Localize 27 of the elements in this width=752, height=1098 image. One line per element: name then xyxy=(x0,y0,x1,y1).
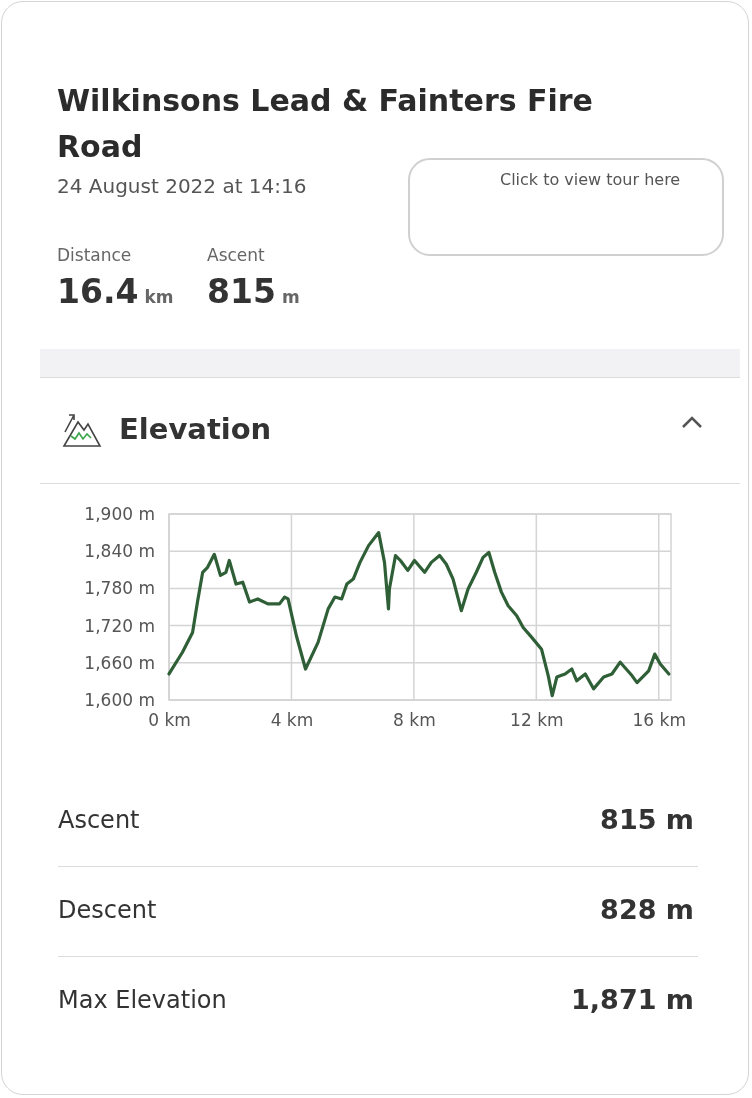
text: km xyxy=(144,287,174,307)
chart-subtitle: 24 August 2022 at 14:16 xyxy=(57,174,307,198)
text: 1,871 m xyxy=(571,984,694,1015)
text: Click to view tour here xyxy=(500,170,681,189)
text: m xyxy=(281,287,300,307)
y-tick-label: 1,660 m xyxy=(84,652,155,673)
x-tick-label: 16 km xyxy=(632,710,686,731)
y-tick-label: 1,780 m xyxy=(84,578,155,599)
y-tick-label: 1,720 m xyxy=(84,615,155,636)
text: Descent xyxy=(58,896,157,924)
x-tick-label: 8 km xyxy=(393,710,436,731)
text: 815 m xyxy=(600,804,694,835)
text: Max Elevation xyxy=(58,986,227,1014)
text: Elevation xyxy=(119,412,272,446)
y-tick-label: 1,840 m xyxy=(84,541,155,562)
x-tick-label: 4 km xyxy=(270,710,314,731)
x-tick-label: 0 km xyxy=(148,710,191,731)
x-tick-label: 12 km xyxy=(510,710,564,731)
text: 828 m xyxy=(600,894,694,925)
y-tick-label: 1,900 m xyxy=(84,503,155,524)
text: 16.4 xyxy=(57,272,139,311)
y-tick-label: 1,600 m xyxy=(84,689,155,710)
text: Distance xyxy=(57,245,132,265)
chart-title: Wilkinsons Lead & Fainters Fire Road xyxy=(57,82,594,166)
text: 815 xyxy=(207,272,276,311)
text: Ascent xyxy=(58,806,140,834)
text: Ascent xyxy=(207,245,265,265)
